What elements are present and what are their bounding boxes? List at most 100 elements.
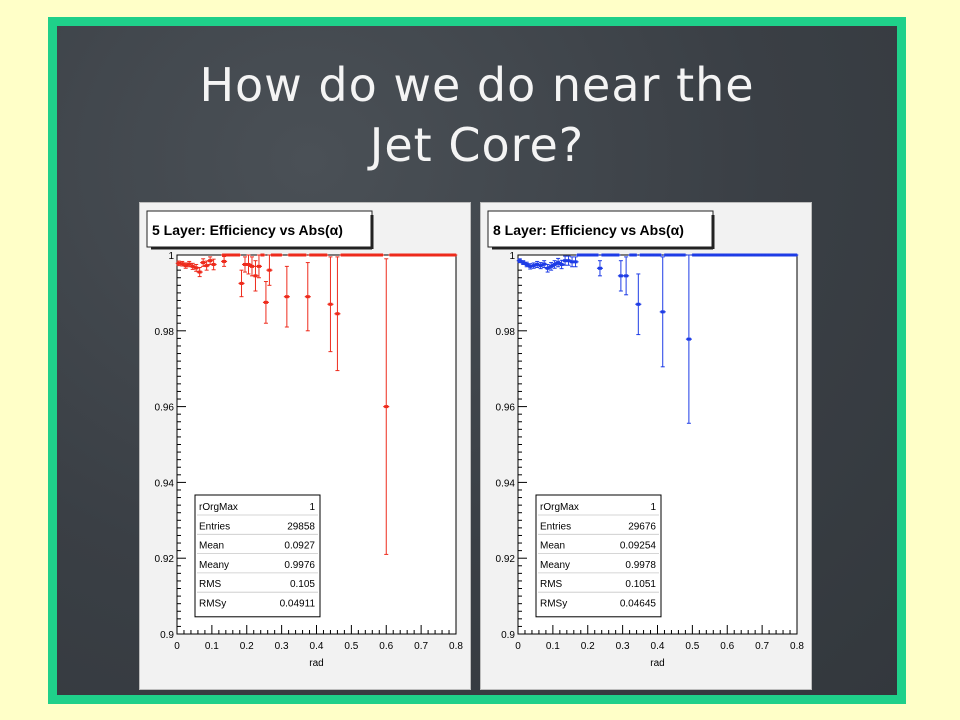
data-point [768,253,773,257]
x-tick-label: 0.1 [205,641,219,652]
data-point [431,253,436,257]
data-point [713,253,718,257]
data-point [577,253,582,257]
y-tick-label: 0.96 [496,403,516,414]
data-point [323,253,328,257]
y-tick-label: 0.9 [501,630,515,641]
data-point [611,253,616,257]
x-tick-label: 0.1 [546,641,560,652]
stats-value: 0.09254 [620,541,657,552]
y-tick-label: 0.92 [155,554,175,565]
stats-label: Entries [199,521,230,532]
data-point [590,253,595,257]
data-point [517,259,522,263]
data-point [535,262,540,266]
data-point [636,302,641,306]
data-point [312,253,317,257]
chart-title-box [487,210,714,248]
data-point [618,274,623,278]
stats-label: RMS [540,579,563,590]
data-point [702,253,707,257]
data-point [542,262,547,266]
data-point [358,253,363,257]
chart-panel-8-layer: 8 Layer: Efficiency vs Abs(α) 0.9 0.92 0.94… [480,202,812,690]
x-tick-label: 0.5 [344,641,358,652]
data-point [723,253,728,257]
stats-value: 1 [650,502,656,513]
x-axis-label: rad [650,658,664,669]
slide-title: How do we do near the Jet Core? [199,58,755,172]
data-point [667,253,672,257]
y-tick-label: 0.94 [496,478,516,489]
data-point [699,253,704,257]
y-tick-label: 0.92 [496,554,516,565]
data-point [302,253,307,257]
data-point [730,253,735,257]
data-point [608,253,613,257]
data-point [664,253,669,257]
data-point [344,253,349,257]
data-point [319,253,324,257]
data-point [239,281,244,285]
data-point [709,253,714,257]
data-point [204,264,209,268]
data-point [549,264,554,268]
data-point [335,312,340,316]
data-point [270,253,275,257]
data-point [660,310,665,314]
y-tick-label: 0.98 [155,327,175,338]
stats-value: 0.9978 [625,560,656,571]
data-point [521,261,526,265]
stats-value: 29858 [287,521,315,532]
x-tick-label: 0.2 [581,641,595,652]
data-point [747,253,752,257]
data-point [368,253,373,257]
x-tick-label: 0.5 [685,641,699,652]
data-point [706,253,711,257]
data-point [793,253,798,257]
stats-value: 0.9976 [284,560,315,571]
chart-5-layer: 5 Layer: Efficiency vs Abs(α) 0.9 0.92 0.94… [146,210,463,669]
data-point [427,253,432,257]
data-point [354,253,359,257]
stats-label: Entries [540,521,571,532]
data-point [392,253,397,257]
data-point [413,253,418,257]
chart-panel-5-layer: 5 Layer: Efficiency vs Abs(α) 0.9 0.92 0.94… [139,202,471,690]
data-point [782,253,787,257]
data-point [552,262,557,266]
data-point [441,253,446,257]
data-point [211,262,216,266]
stats-value: 0.1051 [625,579,656,590]
data-point [559,262,564,266]
data-point [434,253,439,257]
x-tick-label: 0 [174,641,180,652]
data-point [438,253,443,257]
data-point [779,253,784,257]
data-point [573,260,578,264]
data-point [267,268,272,272]
data-point [222,253,227,257]
data-point [246,262,251,266]
data-point [197,270,202,274]
stats-label: RMS [199,579,222,590]
x-tick-label: 0 [515,641,521,652]
data-point [208,259,213,263]
data-point [403,253,408,257]
data-point [399,253,404,257]
data-point [528,264,533,268]
data-point [288,253,293,257]
data-point [417,253,422,257]
data-point [201,261,206,265]
data-point [384,405,389,409]
data-point [740,253,745,257]
data-point [253,274,258,278]
y-tick-label: 1 [509,251,515,262]
data-point [176,261,181,265]
data-point [570,260,575,264]
data-point [678,253,683,257]
stats-value: 0.04645 [620,599,657,610]
data-point [406,253,411,257]
data-point [236,253,241,257]
data-point [597,266,602,270]
